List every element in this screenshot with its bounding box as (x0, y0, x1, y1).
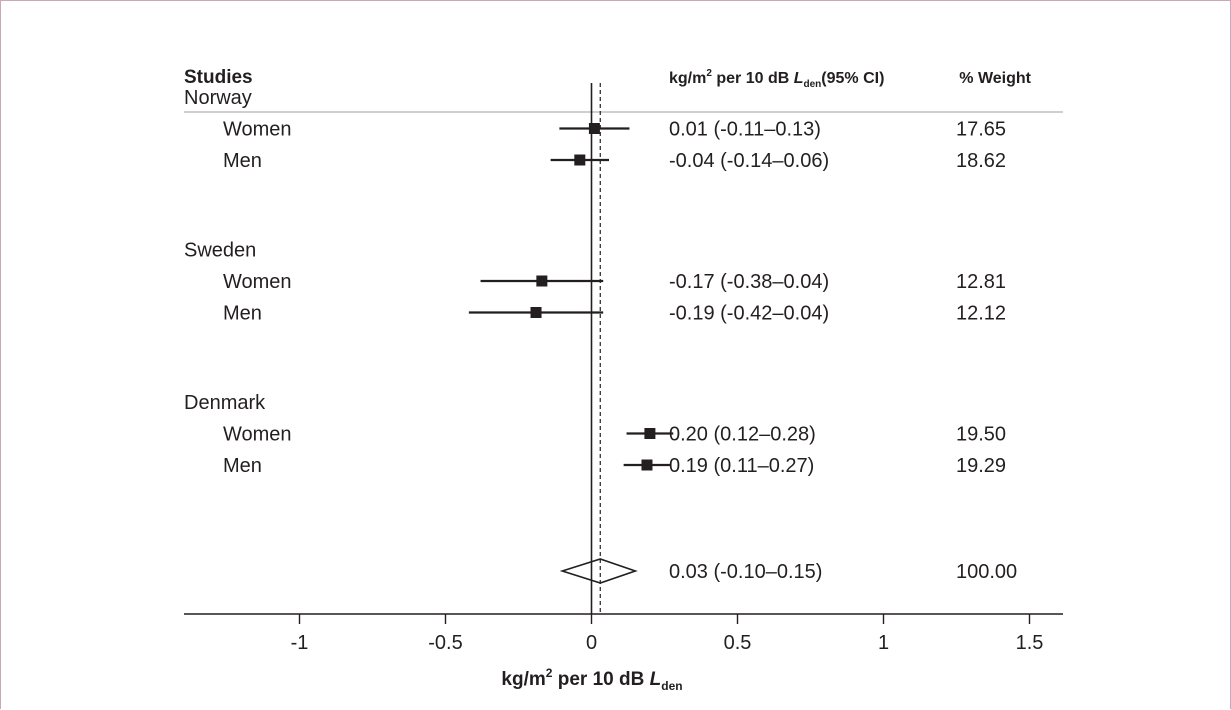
weight-text-norway-women: 17.65 (956, 119, 1006, 141)
x-tick-label-2: 0 (586, 632, 597, 654)
weight-text-denmark-men: 19.29 (956, 455, 1006, 477)
point-estimate-norway-men (574, 154, 586, 166)
x-axis-label-unit: kg/m (501, 669, 545, 690)
weight-text-sweden-women: 12.81 (956, 271, 1006, 293)
x-tick-label-1: -0.5 (428, 632, 462, 654)
header-estimate-unit: kg/m (669, 70, 706, 87)
x-tick-label-5: 1.5 (1016, 632, 1044, 654)
row-label-norway-women: Women (223, 119, 292, 141)
estimate-text-norway-men: -0.04 (-0.14–0.06) (669, 150, 829, 172)
x-axis-label-sup: 2 (546, 666, 553, 680)
weight-text-sweden-men: 12.12 (956, 303, 1006, 325)
point-estimate-sweden-women (536, 275, 548, 287)
estimate-text-norway-women: 0.01 (-0.11–0.13) (669, 119, 821, 141)
row-label-denmark-women: Women (223, 424, 292, 446)
overall-diamond (559, 558, 638, 584)
group-label-denmark: Denmark (184, 392, 266, 414)
row-label-norway-men: Men (223, 150, 262, 172)
x-axis-label: kg/m2 per 10 dB Lden (501, 666, 682, 693)
x-axis-label-italic: L (650, 669, 662, 690)
x-tick-label-4: 1 (878, 632, 889, 654)
row-label-sweden-men: Men (223, 303, 262, 325)
x-tick-label-3: 0.5 (724, 632, 752, 654)
header-estimate-ci: (95% CI) (821, 70, 884, 87)
x-axis-label-sub: den (661, 679, 682, 693)
header-estimate-mid: per 10 dB (712, 70, 794, 87)
estimate-text-sweden-women: -0.17 (-0.38–0.04) (669, 271, 829, 293)
weight-text-norway-men: 18.62 (956, 150, 1006, 172)
x-tick-label-0: -1 (291, 632, 309, 654)
row-label-sweden-women: Women (223, 271, 292, 293)
header-weight: % Weight (959, 70, 1031, 87)
point-estimate-sweden-men (530, 307, 542, 318)
weight-text-denmark-women: 19.50 (956, 424, 1006, 446)
point-estimate-norway-women (588, 123, 600, 134)
group-label-sweden: Sweden (184, 240, 256, 262)
point-estimate-denmark-women (644, 428, 656, 439)
estimate-text-sweden-men: -0.19 (-0.42–0.04) (669, 303, 829, 325)
x-axis-label-mid: per 10 dB (552, 669, 649, 690)
header-studies: Studies (184, 67, 253, 88)
header-estimate-sub: den (804, 79, 822, 90)
estimate-text-denmark-women: 0.20 (0.12–0.28) (669, 424, 816, 446)
header-estimate-italic: L (794, 70, 804, 87)
header-estimate-sup: 2 (706, 68, 712, 79)
header-estimate: kg/m2 per 10 dB Lden(95% CI) (669, 68, 884, 90)
overall-estimate-text: 0.03 (-0.10–0.15) (669, 561, 822, 583)
estimate-text-denmark-men: 0.19 (0.11–0.27) (669, 455, 814, 477)
row-label-denmark-men: Men (223, 455, 262, 477)
overall-weight-text: 100.00 (956, 561, 1017, 583)
group-label-norway: Norway (184, 87, 252, 109)
point-estimate-denmark-men (641, 459, 653, 471)
